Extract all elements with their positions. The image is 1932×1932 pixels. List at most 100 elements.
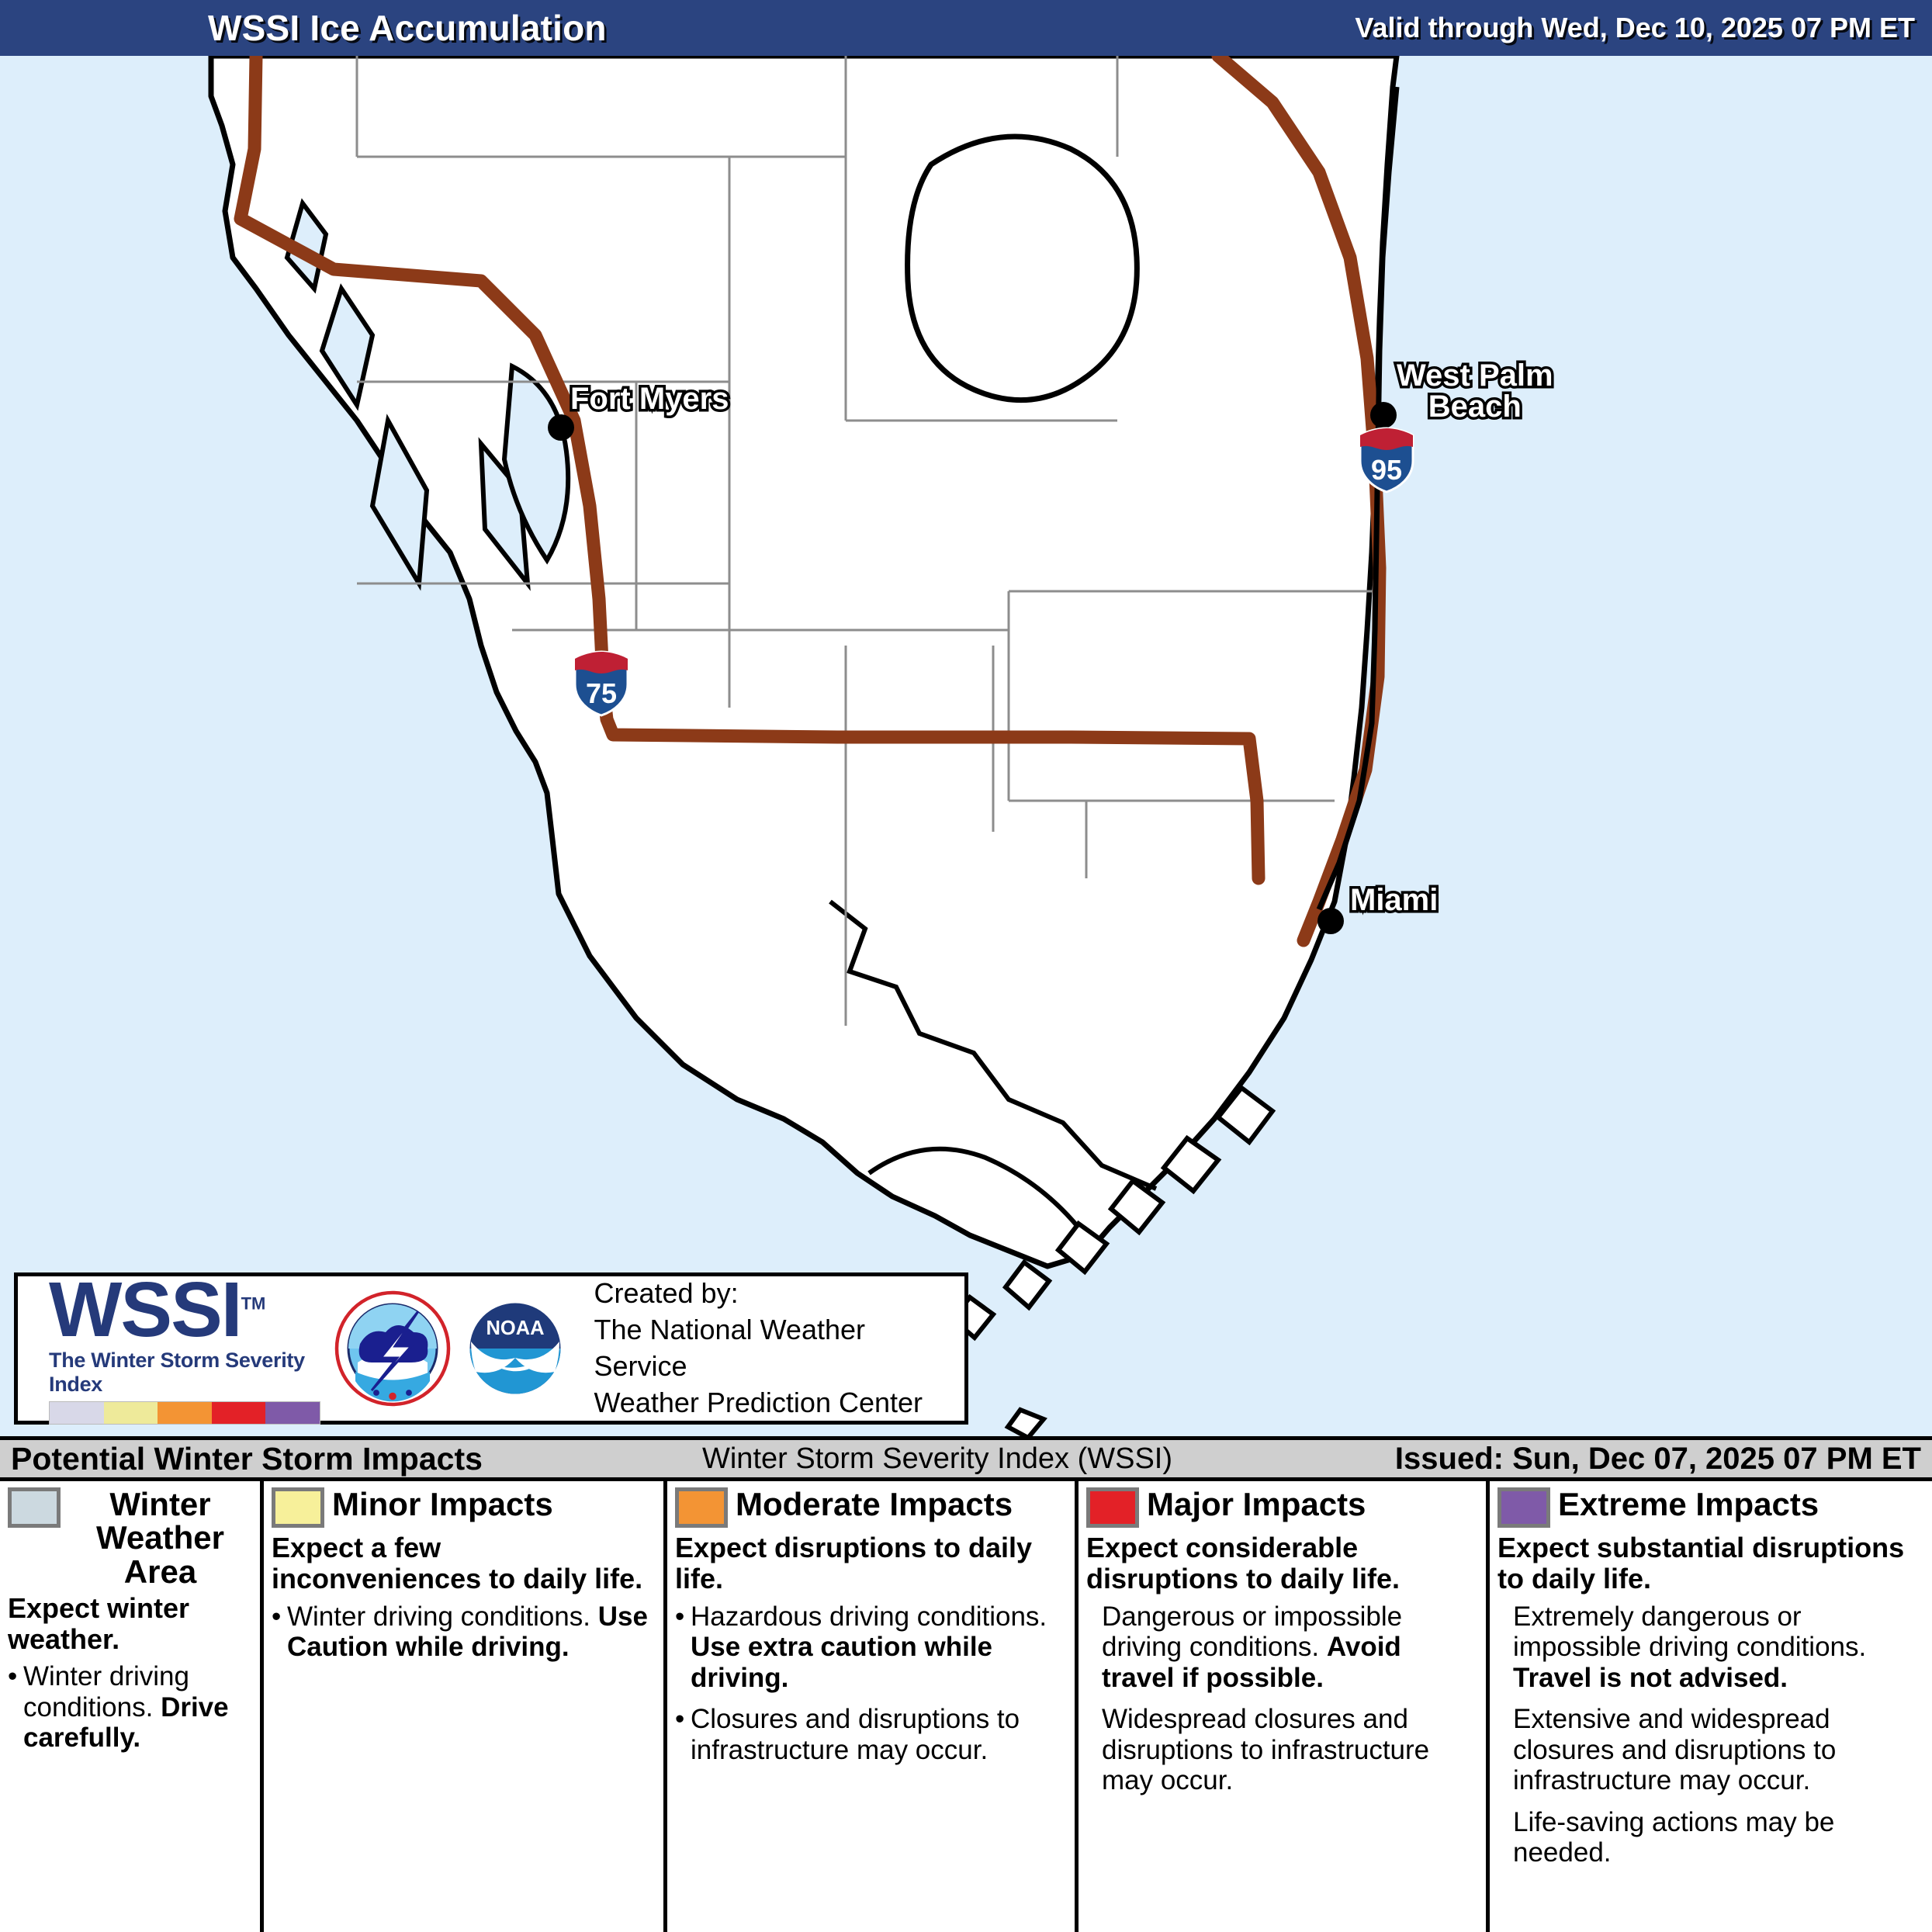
header-bar: WSSI Ice Accumulation Valid through Wed,…: [0, 0, 1932, 56]
list-item: • Hazardous driving conditions. Use extr…: [675, 1601, 1067, 1694]
bullet-plain: Extremely dangerous or impossible drivin…: [1513, 1601, 1867, 1663]
bullet-icon: •: [8, 1661, 18, 1692]
credit-line-1: Created by:: [594, 1277, 739, 1310]
bullet-plain: Winter driving conditions.: [23, 1661, 189, 1723]
strip-swatch-moderate: [158, 1401, 212, 1424]
issued-label: Issued: Sun, Dec 07, 2025 07 PM ET: [1394, 1441, 1921, 1476]
barrier-island-line: [1316, 86, 1400, 911]
list-item: • Winter driving conditions. Use Caution…: [272, 1601, 656, 1663]
bullet-plain: Life-saving actions may be needed.: [1513, 1806, 1835, 1868]
legend-bullets-extreme-impacts: Extremely dangerous or impossible drivin…: [1497, 1601, 1924, 1868]
bullet-icon: •: [272, 1601, 282, 1632]
credit-line-2: The National Weather Service: [594, 1314, 865, 1382]
swatch-winter-weather-area: [8, 1487, 61, 1528]
wssi-wordmark-text: WSSI: [49, 1265, 243, 1353]
bullet-bold: Use Caution while driving.: [287, 1601, 648, 1663]
bullet-icon: [1086, 1601, 1102, 1694]
legend-leadin-winter-weather-area: Expect winter weather.: [8, 1591, 190, 1656]
strip-swatch-major: [211, 1401, 266, 1424]
bullet-plain: Widespread closures and disruptions to i…: [1102, 1704, 1430, 1796]
wssi-color-strip: [49, 1401, 320, 1425]
city-dot-fort-myers: [548, 414, 574, 441]
bullet-bold: Travel is not advised.: [1513, 1662, 1788, 1693]
legend-title-moderate-impacts: Moderate Impacts: [736, 1486, 1013, 1522]
wssi-subtitle: The Winter Storm Severity Index: [49, 1348, 305, 1396]
national-weather-service-logo: [335, 1290, 451, 1407]
agency-logos: NOAA: [334, 1290, 573, 1407]
strip-swatch-extreme: [265, 1401, 320, 1424]
credit-text: Created by: The National Weather Service…: [594, 1276, 964, 1421]
credit-box: WSSITM The Winter Storm Severity Index: [14, 1271, 968, 1425]
potential-impacts-label: Potential Winter Storm Impacts: [11, 1440, 483, 1477]
legend-column-moderate-impacts[interactable]: Moderate Impacts Expect disruptions to d…: [663, 1481, 1075, 1932]
bullet-icon: [1497, 1601, 1513, 1694]
wssi-wordmark: WSSITM: [49, 1271, 327, 1349]
shield-number-75: 75: [586, 677, 617, 709]
page-title: WSSI Ice Accumulation: [208, 8, 607, 48]
list-item: • Closures and disruptions to infrastruc…: [675, 1704, 1067, 1765]
county-boundaries: [355, 56, 1373, 1026]
city-dot-miami: [1317, 908, 1344, 934]
bullet-bold: Use extra caution while driving.: [691, 1632, 993, 1693]
wssi-index-label: Winter Storm Severity Index (WSSI): [702, 1442, 1173, 1475]
list-item: Widespread closures and disruptions to i…: [1086, 1704, 1478, 1796]
legend-bullets-moderate-impacts: • Hazardous driving conditions. Use extr…: [675, 1601, 1067, 1766]
bullet-icon: •: [675, 1704, 685, 1735]
swatch-major-impacts: [1086, 1487, 1139, 1528]
bullet-icon: [1086, 1704, 1102, 1796]
swatch-extreme-impacts: [1497, 1487, 1550, 1528]
wssi-logo: WSSITM The Winter Storm Severity Index: [18, 1271, 327, 1425]
lake-okeechobee: [905, 133, 1140, 403]
bullet-plain: Hazardous driving conditions.: [691, 1601, 1047, 1632]
map-vector: [208, 56, 1400, 1437]
coastline-detail: [829, 899, 1158, 1229]
interstate-75-route: [234, 56, 1265, 885]
legend-leadin-minor-impacts: Expect a few inconveniences to daily lif…: [272, 1532, 643, 1595]
bullet-plain: Extensive and widespread closures and di…: [1513, 1704, 1837, 1796]
bullet-icon: •: [675, 1601, 685, 1632]
bullet-icon: [1497, 1704, 1513, 1796]
interstate-shield-95: 95: [1359, 427, 1414, 493]
credit-line-3: Weather Prediction Center: [594, 1386, 923, 1418]
legend-leadin-moderate-impacts: Expect disruptions to daily life.: [675, 1532, 1033, 1595]
bullet-icon: [1497, 1807, 1513, 1868]
legend-bullets-winter-weather-area: • Winter driving conditions. Drive caref…: [8, 1661, 252, 1754]
legend-column-major-impacts[interactable]: Major Impacts Expect considerable disrup…: [1075, 1481, 1486, 1932]
bullet-bold: Drive carefully.: [23, 1691, 229, 1754]
sub-header-bar: Potential Winter Storm Impacts Winter St…: [0, 1436, 1932, 1481]
list-item: • Winter driving conditions. Drive caref…: [8, 1661, 252, 1754]
swatch-minor-impacts: [272, 1487, 324, 1528]
city-dot-west-palm-beach: [1370, 402, 1397, 428]
noaa-logo: NOAA: [459, 1293, 572, 1404]
city-label-west-palm-beach: West Palm Beach: [1394, 358, 1556, 425]
list-item: Extremely dangerous or impossible drivin…: [1497, 1601, 1924, 1694]
interstate-shield-75: 75: [573, 650, 629, 717]
bullet-plain: Dangerous or impossible driving conditio…: [1102, 1601, 1403, 1663]
list-item: Extensive and widespread closures and di…: [1497, 1704, 1924, 1796]
bullet-bold: Avoid travel if possible.: [1102, 1632, 1401, 1693]
impact-legend: Winter Weather Area Expect winter weathe…: [0, 1481, 1932, 1932]
legend-column-winter-weather-area[interactable]: Winter Weather Area Expect winter weathe…: [0, 1481, 260, 1932]
list-item: Life-saving actions may be needed.: [1497, 1807, 1924, 1868]
legend-column-extreme-impacts[interactable]: Extreme Impacts Expect substantial disru…: [1486, 1481, 1932, 1932]
city-label-miami: Miami: [1347, 882, 1440, 919]
legend-leadin-major-impacts: Expect considerable disruptions to daily…: [1086, 1532, 1401, 1595]
svg-text:NOAA: NOAA: [486, 1317, 545, 1339]
list-item: Dangerous or impossible driving conditio…: [1086, 1601, 1478, 1694]
legend-title-winter-weather-area: Winter Weather Area: [96, 1486, 224, 1590]
valid-through-text: Valid through Wed, Dec 10, 2025 07 PM ET: [1355, 12, 1915, 43]
swatch-moderate-impacts: [675, 1487, 728, 1528]
city-label-fort-myers: Fort Myers: [568, 381, 732, 417]
wssi-trademark: TM: [241, 1293, 266, 1314]
legend-title-major-impacts: Major Impacts: [1147, 1486, 1366, 1522]
legend-column-minor-impacts[interactable]: Minor Impacts Expect a few inconvenience…: [260, 1481, 663, 1932]
legend-leadin-extreme-impacts: Expect substantial disruptions to daily …: [1497, 1532, 1905, 1595]
legend-bullets-major-impacts: Dangerous or impossible driving conditio…: [1086, 1601, 1478, 1796]
bullet-plain: Closures and disruptions to infrastructu…: [691, 1704, 1020, 1765]
bullet-plain: Winter driving conditions.: [287, 1601, 598, 1632]
coastal-bays: [284, 198, 571, 591]
map-canvas[interactable]: Fort Myers West Palm Beach Miami 95 75: [0, 56, 1932, 1437]
legend-bullets-minor-impacts: • Winter driving conditions. Use Caution…: [272, 1601, 656, 1663]
strip-swatch-minor: [103, 1401, 158, 1424]
